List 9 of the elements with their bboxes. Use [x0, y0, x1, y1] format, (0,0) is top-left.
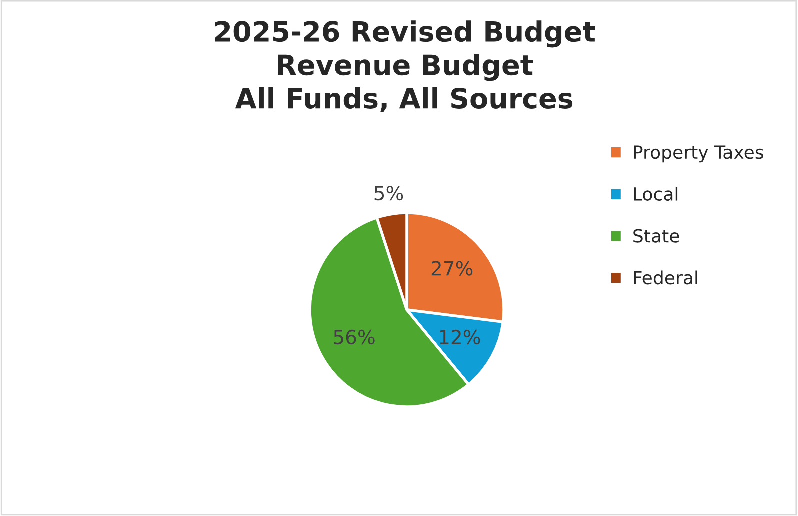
data-label: 27%: [432, 261, 473, 276]
legend-label: State: [634, 229, 680, 243]
legend-label: Local: [634, 187, 678, 202]
legend-label: Property Taxes: [634, 146, 764, 163]
data-label: 12%: [440, 330, 480, 345]
chart-title: 2025-26 Revised Budget Revenue Budget All Funds, All Sources: [215, 20, 596, 113]
legend-label: Federal: [634, 270, 698, 285]
data-label: 5%: [374, 186, 404, 201]
data-label: 56%: [334, 330, 375, 345]
